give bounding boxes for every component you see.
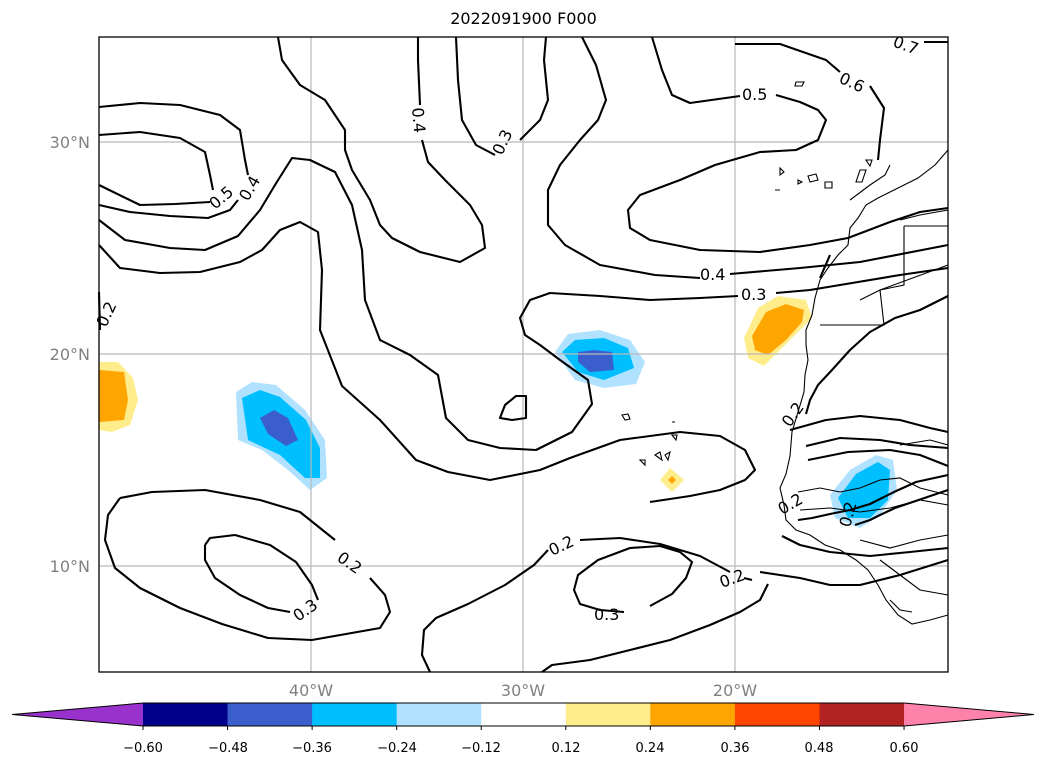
- colorbar-tick-label: −0.24: [377, 741, 417, 756]
- contour-label: 0.2: [334, 548, 366, 578]
- colorbar-segment: [650, 703, 736, 726]
- contour-label: 0.3: [289, 595, 321, 625]
- shaded-fields: [99, 296, 897, 528]
- colorbar-segment: [312, 703, 398, 726]
- contour-label: 0.2: [546, 532, 577, 560]
- colorbar-segment: [819, 703, 905, 726]
- colorbar-tick-label: 0.24: [636, 741, 665, 756]
- latitude-labels: 30°N 20°N 10°N: [50, 133, 90, 576]
- contour-label: 0.4: [408, 107, 429, 134]
- colorbar-segment: [734, 703, 821, 726]
- colorbar-extend-min: [12, 703, 143, 726]
- colorbar-segment: [396, 703, 482, 726]
- contour-label: 0.3: [594, 605, 619, 624]
- lon-label-40w: 40°W: [289, 681, 333, 700]
- colorbar-tick-label: −0.12: [461, 741, 501, 756]
- colorbar-tick-label: 0.48: [805, 741, 834, 756]
- lon-label-30w: 30°W: [501, 681, 545, 700]
- colorbar: −0.60 −0.48 −0.36 −0.24 −0.12 0.12 0.24 …: [11, 702, 1035, 756]
- longitude-labels: 40°W 30°W 20°W: [289, 681, 757, 700]
- colorbar-ticks: −0.60 −0.48 −0.36 −0.24 −0.12 0.12 0.24 …: [123, 726, 918, 756]
- map-title: 2022091900 F000: [450, 9, 597, 28]
- lat-label-20n: 20°N: [50, 345, 90, 364]
- coastlines: [621, 81, 949, 625]
- contour-label: 0.4: [700, 265, 725, 284]
- colorbar-segment: [143, 703, 229, 726]
- contour-label: 0.5: [742, 85, 767, 104]
- colorbar-tick-label: −0.48: [208, 741, 248, 756]
- contour-label: 0.7: [891, 32, 921, 59]
- colorbar-tick-label: 0.60: [890, 741, 919, 756]
- contour-lines: [97, 36, 949, 673]
- colorbar-extend-max: [904, 703, 1034, 726]
- contour-label: 0.6: [836, 68, 867, 96]
- contour-label: 0.2: [717, 565, 747, 592]
- colorbar-tick-label: 0.36: [721, 741, 750, 756]
- colorbar-tick-label: 0.12: [552, 741, 581, 756]
- gridlines: [99, 37, 948, 672]
- colorbar-segments: [11, 702, 1035, 727]
- contour-label: 0.4: [235, 172, 264, 204]
- colorbar-segment: [481, 703, 567, 726]
- colorbar-tick-label: −0.60: [123, 741, 163, 756]
- lon-label-20w: 20°W: [713, 681, 757, 700]
- lat-label-10n: 10°N: [50, 557, 90, 576]
- colorbar-segment: [565, 703, 651, 726]
- contour-label: 0.2: [92, 299, 120, 330]
- colorbar-tick-label: −0.36: [292, 741, 332, 756]
- lat-label-30n: 30°N: [50, 133, 90, 152]
- contour-label: 0.3: [741, 285, 766, 304]
- colorbar-segment: [227, 703, 313, 726]
- contour-label: 0.2: [775, 489, 807, 518]
- map-frame: [98, 36, 949, 673]
